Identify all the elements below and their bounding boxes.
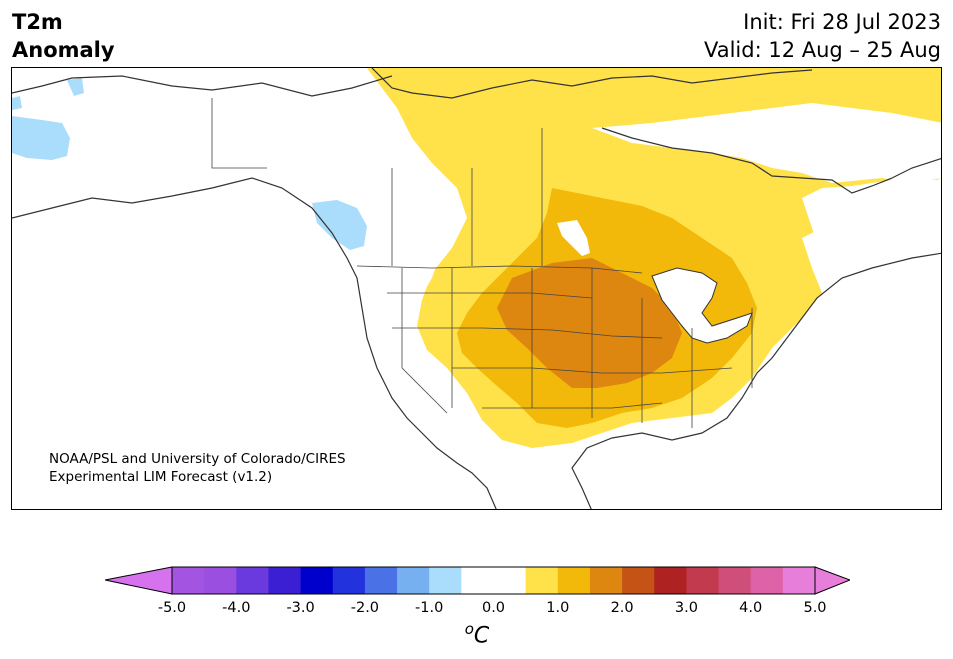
political-borders — [211, 98, 753, 428]
colorbar-bin-6 — [364, 567, 398, 594]
colorbar-bin-8 — [429, 567, 462, 594]
credit-line-1: NOAA/PSL and University of Colorado/CIRE… — [49, 451, 346, 467]
colorbar-extend-low — [105, 566, 173, 595]
colorbar-bin-12 — [589, 567, 623, 594]
title-field: Anomaly — [12, 38, 115, 62]
title-variable: T2m — [12, 10, 63, 34]
colorbar-bin-0 — [172, 567, 205, 594]
colorbar-bin-16 — [718, 567, 752, 594]
colorbar-unit: oC — [465, 620, 490, 648]
colorbar — [105, 566, 850, 595]
colorbar-bin-7 — [397, 567, 430, 594]
colorbar-bin-15 — [686, 567, 720, 594]
map-title: T2m Anomaly — [12, 8, 115, 64]
credit-line-2: Experimental LIM Forecast (v1.2) — [49, 469, 273, 485]
credit-text: NOAA/PSL and University of Colorado/CIRE… — [49, 450, 346, 486]
valid-range: Valid: 12 Aug – 25 Aug — [703, 38, 941, 62]
colorbar-bin-9 — [461, 567, 527, 594]
neutral-area-manitoba — [557, 220, 590, 256]
colorbar-bin-18 — [782, 567, 816, 594]
colorbar-tick-label: 4.0 — [739, 600, 763, 616]
colorbar-tick-label: 3.0 — [674, 600, 698, 616]
anomaly-region-2-0 — [497, 258, 682, 388]
colorbar-extend-high — [814, 566, 850, 595]
cool-anomaly-bc — [312, 200, 367, 250]
colorbar-bin-2 — [236, 567, 269, 594]
colorbar-bins — [172, 567, 816, 594]
colorbar-tick-label: -3.0 — [286, 600, 315, 616]
colorbar-bin-10 — [525, 567, 559, 594]
colorbar-tick-label: -4.0 — [222, 600, 251, 616]
colorbar-bin-17 — [750, 567, 784, 594]
colorbar-bin-14 — [654, 567, 687, 594]
neutral-area-hudson — [592, 103, 941, 183]
neutral-area-labrador — [802, 180, 941, 298]
map-panel — [11, 67, 942, 510]
colorbar-tick-label: 1.0 — [546, 600, 570, 616]
unit-degree: o — [464, 620, 474, 638]
colorbar-tick-label: 2.0 — [610, 600, 634, 616]
colorbar-bin-1 — [204, 567, 237, 594]
colorbar-bin-13 — [622, 567, 655, 594]
cool-anomaly-alaska — [12, 116, 70, 160]
cool-anomaly-alaska-north — [67, 78, 84, 96]
unit-letter: C — [473, 623, 490, 649]
coastlines — [12, 68, 941, 509]
colorbar-outline — [171, 566, 816, 595]
cool-anomaly-pacific — [12, 96, 22, 110]
colorbar-bin-4 — [300, 567, 334, 594]
colorbar-tick-label: 5.0 — [803, 600, 827, 616]
forecast-dates: Init: Fri 28 Jul 2023 Valid: 12 Aug – 25… — [704, 8, 941, 64]
colorbar-bin-3 — [268, 567, 302, 594]
colorbar-tick-label: -2.0 — [350, 600, 380, 616]
colorbar-bin-11 — [557, 567, 591, 594]
colorbar-tick-label: 0.0 — [481, 600, 506, 616]
init-date: Init: Fri 28 Jul 2023 — [743, 10, 941, 34]
map-canvas — [12, 68, 941, 509]
colorbar-tick-label: -1.0 — [415, 600, 444, 616]
colorbar-tick-label: -5.0 — [157, 600, 187, 616]
colorbar-bin-5 — [332, 567, 366, 594]
